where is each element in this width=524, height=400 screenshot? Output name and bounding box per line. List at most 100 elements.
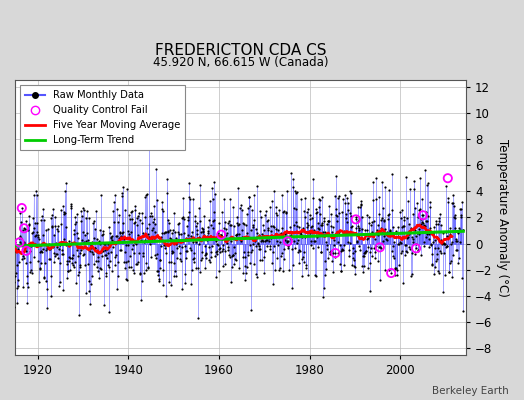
Point <box>442 182 450 189</box>
Point <box>232 232 240 239</box>
Point <box>244 251 252 258</box>
Point <box>379 238 387 244</box>
Point <box>15 239 24 246</box>
Point <box>411 241 420 247</box>
Point <box>150 216 159 222</box>
Point <box>262 208 270 214</box>
Point <box>183 248 191 255</box>
Point <box>204 256 213 263</box>
Point <box>171 273 180 280</box>
Point <box>319 284 328 291</box>
Point <box>29 215 37 221</box>
Point <box>20 239 29 245</box>
Point <box>234 185 242 191</box>
Point <box>0 234 8 240</box>
Point <box>435 217 443 224</box>
Point <box>454 230 462 236</box>
Point <box>423 182 432 189</box>
Point <box>85 215 94 222</box>
Point <box>0 249 6 255</box>
Point <box>325 203 333 209</box>
Point <box>217 209 226 216</box>
Point <box>116 247 125 254</box>
Point <box>313 209 321 216</box>
Point <box>121 265 129 271</box>
Point <box>6 258 15 265</box>
Point <box>229 251 237 258</box>
Point <box>17 241 25 248</box>
Point <box>324 217 332 224</box>
Point <box>361 227 369 233</box>
Point <box>68 254 76 261</box>
Point <box>161 229 169 236</box>
Point <box>185 194 194 200</box>
Point <box>122 242 130 248</box>
Point <box>395 234 403 240</box>
Point <box>456 214 465 220</box>
Point <box>61 187 69 194</box>
Point <box>200 232 209 238</box>
Point <box>406 186 414 192</box>
Point <box>158 199 167 205</box>
Point <box>92 258 101 264</box>
Point <box>137 237 145 243</box>
Point <box>176 256 184 262</box>
Point <box>445 225 454 232</box>
Point <box>272 238 281 245</box>
Point <box>379 204 387 211</box>
Point <box>157 230 166 236</box>
Point <box>340 242 348 248</box>
Point <box>95 265 104 272</box>
Point <box>224 220 232 226</box>
Point <box>4 245 13 252</box>
Point <box>201 242 209 249</box>
Point <box>433 250 441 257</box>
Point <box>328 222 336 229</box>
Point <box>185 195 194 202</box>
Point <box>300 249 308 255</box>
Point <box>252 243 260 250</box>
Point <box>415 231 423 237</box>
Point <box>268 280 277 287</box>
Point <box>322 239 331 245</box>
Point <box>199 228 207 234</box>
Point <box>218 235 226 242</box>
Point <box>13 262 21 268</box>
Point <box>77 218 85 224</box>
Point <box>419 212 427 218</box>
Point <box>326 211 335 217</box>
Point <box>282 209 290 216</box>
Point <box>91 226 99 232</box>
Point <box>76 264 84 270</box>
Point <box>88 273 96 279</box>
Point <box>227 279 235 285</box>
Point <box>187 232 195 239</box>
Point <box>155 276 163 282</box>
Point <box>42 278 50 284</box>
Point <box>108 236 117 243</box>
Point <box>315 203 323 210</box>
Point <box>196 228 205 235</box>
Point <box>247 248 255 255</box>
Point <box>352 214 361 220</box>
Point <box>204 228 213 235</box>
Point <box>215 232 224 239</box>
Point <box>409 236 418 242</box>
Point <box>173 228 182 235</box>
Point <box>312 210 321 216</box>
Point <box>139 239 148 246</box>
Point <box>69 264 78 270</box>
Point <box>318 193 326 200</box>
Point <box>280 256 288 262</box>
Point <box>137 297 145 303</box>
Point <box>197 257 205 264</box>
Point <box>288 262 297 268</box>
Point <box>293 223 301 229</box>
Point <box>298 273 307 280</box>
Point <box>34 232 42 239</box>
Point <box>23 273 31 279</box>
Point <box>412 245 420 252</box>
Point <box>383 229 391 235</box>
Point <box>419 220 428 226</box>
Point <box>48 224 57 230</box>
